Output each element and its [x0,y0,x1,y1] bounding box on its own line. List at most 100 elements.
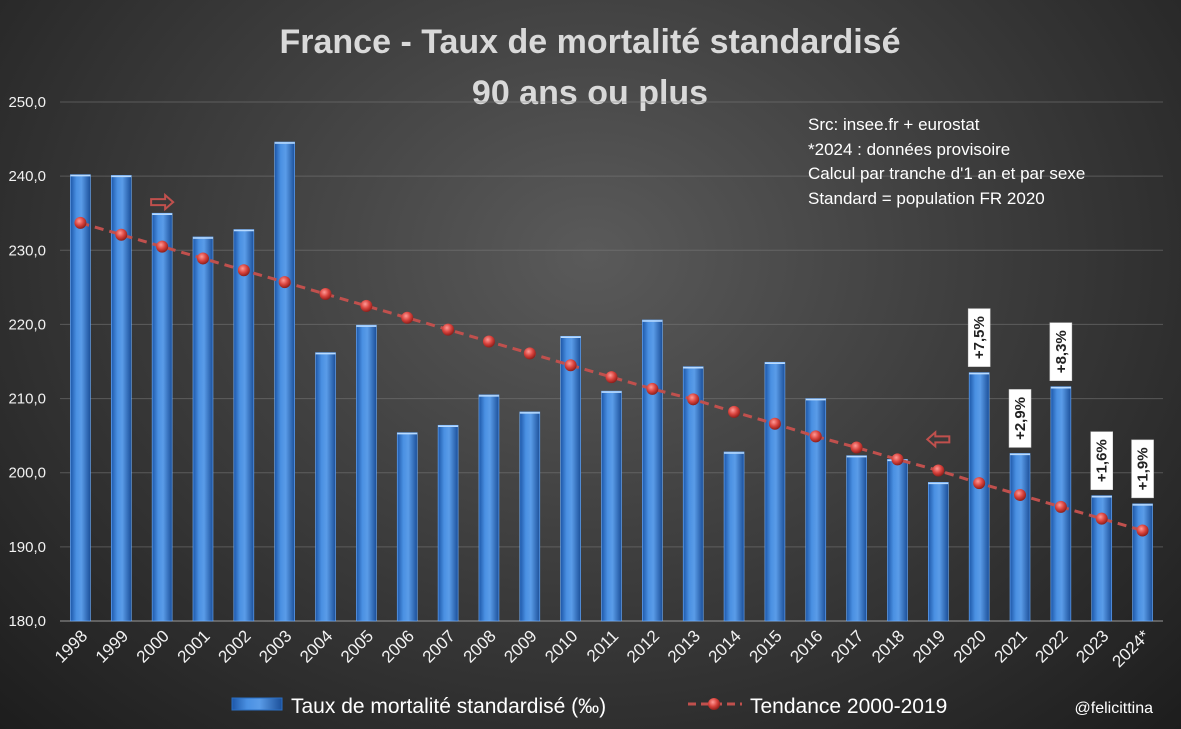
note-method: Calcul par tranche d'1 an et par sexe [808,164,1085,183]
x-tick-label: 2019 [909,626,949,666]
bar-2017 [846,455,867,622]
x-tick-label: 2021 [991,626,1031,666]
trend-point-2022 [1054,500,1067,513]
x-tick-label: 2010 [541,626,581,666]
chart-title-line1: France - Taux de mortalité standardisé [280,23,901,61]
x-tick-label: 2016 [786,626,826,666]
trend-point-2009 [523,347,536,360]
trend-point-2010 [564,359,577,372]
trend-point-2023 [1095,512,1108,525]
svg-text:+2,9%: +2,9% [1012,397,1029,440]
bar-2018 [887,459,908,622]
pct-label-2020: +7,5% [967,308,991,367]
pct-label-2024*: +1,9% [1131,439,1154,499]
bar-2001 [192,236,214,622]
x-tick-label: 2008 [460,626,500,666]
y-tick-label: 230,0 [8,242,46,259]
y-tick-label: 190,0 [8,539,46,556]
trend-point-1999 [115,228,128,241]
legend-bar-label: Taux de mortalité standardisé (‰) [291,695,606,718]
trend-point-2021 [1014,488,1027,501]
svg-text:+1,6%: +1,6% [1094,439,1111,482]
y-tick-label: 240,0 [8,168,46,185]
trend-point-2001 [196,252,209,265]
x-tick-label: 2017 [827,626,867,666]
trend-point-2013 [687,393,700,406]
x-tick-label: 2013 [664,626,704,666]
trend-point-2004 [319,288,332,301]
svg-text:+8,3%: +8,3% [1053,330,1070,373]
bar-2014 [723,451,745,622]
x-tick-label: 2007 [419,626,459,666]
x-tick-label: 2023 [1072,626,1112,666]
bar-2024* [1132,503,1153,622]
legend-bar-swatch [231,697,283,711]
bar-2023 [1091,495,1113,622]
x-tick-label: 2022 [1032,626,1072,666]
bar-2006 [396,432,418,622]
note-source: Src: insee.fr + eurostat [808,115,980,134]
bar-2015 [764,361,786,622]
bar-2002 [233,229,255,622]
pct-label-2023: +1,6% [1090,431,1113,490]
legend-trend-marker [708,698,720,710]
y-tick-label: 200,0 [8,465,46,482]
bar-2019 [928,482,949,622]
trend-point-2018 [891,453,904,466]
source-notes: Src: insee.fr + eurostat *2024 : données… [808,115,1085,208]
trend-line [80,221,1143,532]
trend-point-2016 [809,430,822,443]
x-tick-label: 2012 [623,626,663,666]
chart-title-line2: 90 ans ou plus [472,74,708,112]
trend-point-2014 [728,405,741,418]
arrow-left-icon [925,430,951,449]
x-tick-label: 2002 [214,626,254,666]
bar-2005 [356,324,377,622]
x-tick-label: 2006 [378,626,418,666]
legend-trend-label: Tendance 2000-2019 [750,695,947,718]
bar-2011 [601,390,622,622]
note-standard: Standard = population FR 2020 [808,189,1045,208]
bar-2012 [642,319,663,622]
bar-2004 [315,352,336,622]
x-tick-label: 2014 [705,626,745,666]
pct-label-2022: +8,3% [1049,322,1073,381]
trend-point-2019 [932,464,945,477]
legend: Taux de mortalité standardisé (‰) Tendan… [231,695,947,718]
arrow-right-icon [150,192,175,212]
bar-2010 [560,335,581,622]
trend-point-2020 [973,477,986,490]
x-tick-label: 2011 [583,626,622,665]
x-tick-label: 2003 [255,626,295,666]
bar-2021 [1009,453,1031,622]
trend-point-2011 [605,371,618,384]
trend-point-2024* [1136,524,1149,537]
trend-point-2017 [850,441,863,454]
x-tick-label: 2000 [133,626,173,666]
svg-text:+7,5%: +7,5% [971,316,988,359]
pct-label-2021: +2,9% [1008,389,1032,448]
bar-2007 [437,424,459,622]
bar-series [70,141,1153,622]
author-credit: @felicittina [1075,700,1154,717]
x-axis: 1998 1999 2000 2001 2002 2003 2004 2005 2006 2007… [51,626,1154,671]
trend-point-2015 [768,417,781,430]
trend-point-2002 [237,264,250,277]
y-tick-label: 180,0 [8,613,46,630]
x-tick-label: 1999 [92,626,132,666]
x-tick-label: 2009 [500,626,540,666]
x-tick-label: 2005 [337,626,377,666]
bar-2013 [682,366,704,622]
y-tick-label: 220,0 [8,316,46,333]
trend-point-2007 [442,323,455,336]
x-tick-label: 2024* [1109,626,1154,671]
trend-point-2006 [401,311,414,324]
trend-point-2003 [278,276,291,289]
x-tick-label: 2020 [950,626,990,666]
trend-point-2000 [156,240,169,253]
bar-2020 [968,372,990,622]
trend-point-2005 [360,299,373,312]
bar-1998 [70,174,91,622]
y-axis: 180,0 190,0 200,0 210,0 220,0 230,0 240,0 250,0 [8,94,46,630]
